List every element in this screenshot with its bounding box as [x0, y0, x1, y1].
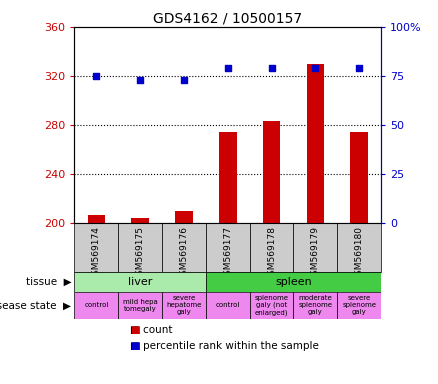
Point [268, 65, 275, 71]
Text: GSM569178: GSM569178 [267, 226, 276, 281]
Bar [263, 121, 280, 223]
Point [312, 65, 319, 71]
FancyBboxPatch shape [250, 292, 293, 319]
Text: control: control [84, 302, 109, 308]
Text: GSM569174: GSM569174 [92, 226, 101, 281]
Text: severe
splenome
galy: severe splenome galy [342, 295, 376, 315]
FancyBboxPatch shape [206, 223, 250, 272]
Text: ■: ■ [130, 325, 139, 335]
FancyBboxPatch shape [293, 292, 337, 319]
FancyBboxPatch shape [250, 223, 293, 272]
FancyBboxPatch shape [74, 292, 118, 319]
Title: GDS4162 / 10500157: GDS4162 / 10500157 [153, 12, 302, 26]
Text: disease state  ▶: disease state ▶ [0, 300, 71, 310]
FancyBboxPatch shape [293, 223, 337, 272]
Text: ■ percentile rank within the sample: ■ percentile rank within the sample [130, 341, 318, 351]
Bar [307, 64, 324, 223]
Point [93, 73, 100, 79]
Bar [175, 211, 193, 223]
Point [180, 77, 187, 83]
Point [137, 77, 144, 83]
Bar [219, 132, 237, 223]
Bar [131, 218, 149, 223]
Point [356, 65, 363, 71]
Text: severe
hepatome
galy: severe hepatome galy [166, 295, 201, 315]
Text: GSM569177: GSM569177 [223, 226, 232, 281]
FancyBboxPatch shape [337, 292, 381, 319]
Text: GSM569180: GSM569180 [355, 226, 364, 281]
Text: control: control [215, 302, 240, 308]
Text: mild hepa
tomegaly: mild hepa tomegaly [123, 299, 158, 312]
Text: splenome
galy (not
enlarged): splenome galy (not enlarged) [254, 295, 289, 316]
FancyBboxPatch shape [206, 292, 250, 319]
FancyBboxPatch shape [118, 292, 162, 319]
Text: moderate
splenome
galy: moderate splenome galy [298, 295, 332, 315]
Text: GSM569176: GSM569176 [180, 226, 188, 281]
FancyBboxPatch shape [118, 223, 162, 272]
FancyBboxPatch shape [162, 223, 206, 272]
FancyBboxPatch shape [74, 272, 206, 292]
Text: GSM569179: GSM569179 [311, 226, 320, 281]
FancyBboxPatch shape [162, 292, 206, 319]
FancyBboxPatch shape [206, 272, 381, 292]
Text: liver: liver [128, 277, 152, 287]
Bar [88, 215, 105, 223]
Bar [350, 132, 368, 223]
FancyBboxPatch shape [337, 223, 381, 272]
FancyBboxPatch shape [74, 223, 118, 272]
Text: ■ count: ■ count [130, 325, 172, 335]
Point [224, 65, 231, 71]
Text: ■: ■ [130, 341, 139, 351]
Text: GSM569175: GSM569175 [136, 226, 145, 281]
Text: spleen: spleen [275, 277, 312, 287]
Text: tissue  ▶: tissue ▶ [26, 277, 71, 287]
